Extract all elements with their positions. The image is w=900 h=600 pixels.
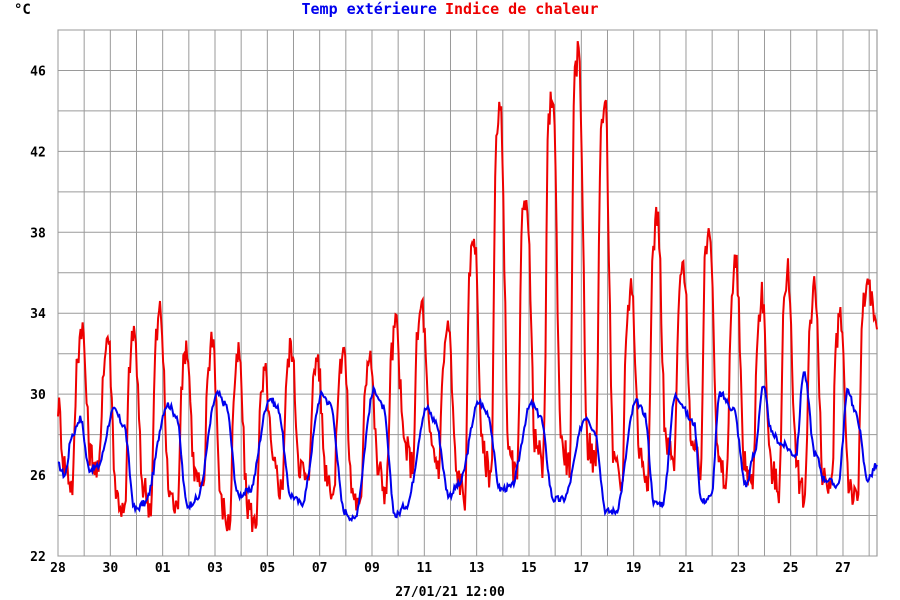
- x-tick-label: 11: [416, 561, 432, 576]
- footer-timestamp: 27/01/21 12:00: [395, 585, 505, 600]
- y-tick-label: 42: [30, 145, 46, 160]
- y-tick-label: 30: [30, 388, 46, 403]
- x-tick-label: 28: [50, 561, 66, 576]
- x-tick-label: 07: [312, 561, 328, 576]
- chart-title: Temp extérieure Indice de chaleur: [302, 0, 599, 18]
- ticks: 22 26 30 34 38 42 46 28 30 01 03 05 07 09 11 13 15 17 19 21…: [30, 64, 851, 576]
- x-tick-label: 21: [678, 561, 694, 576]
- x-tick-label: 30: [103, 561, 119, 576]
- x-tick-label: 25: [783, 561, 799, 576]
- unit-label: °C: [14, 2, 31, 18]
- x-tick-label: 15: [521, 561, 537, 576]
- series-line-temp-exterieure: [57, 371, 878, 523]
- y-tick-label: 26: [30, 469, 46, 484]
- x-tick-label: 23: [730, 561, 746, 576]
- y-tick-label: 34: [30, 307, 46, 322]
- x-tick-label: 13: [469, 561, 485, 576]
- x-tick-label: 19: [626, 561, 642, 576]
- y-tick-label: 22: [30, 550, 46, 565]
- series-group: [57, 41, 878, 532]
- title-series-red: Indice de chaleur: [445, 0, 599, 18]
- x-tick-label: 17: [573, 561, 589, 576]
- series-line-indice-de-chaleur: [57, 41, 878, 532]
- x-tick-label: 05: [260, 561, 276, 576]
- x-tick-label: 09: [364, 561, 380, 576]
- x-tick-label: 27: [835, 561, 851, 576]
- y-tick-label: 38: [30, 226, 46, 241]
- x-tick-label: 03: [207, 561, 223, 576]
- title-series-blue: Temp extérieure: [302, 0, 437, 18]
- x-tick-label: 01: [155, 561, 171, 576]
- y-tick-label: 46: [30, 64, 46, 79]
